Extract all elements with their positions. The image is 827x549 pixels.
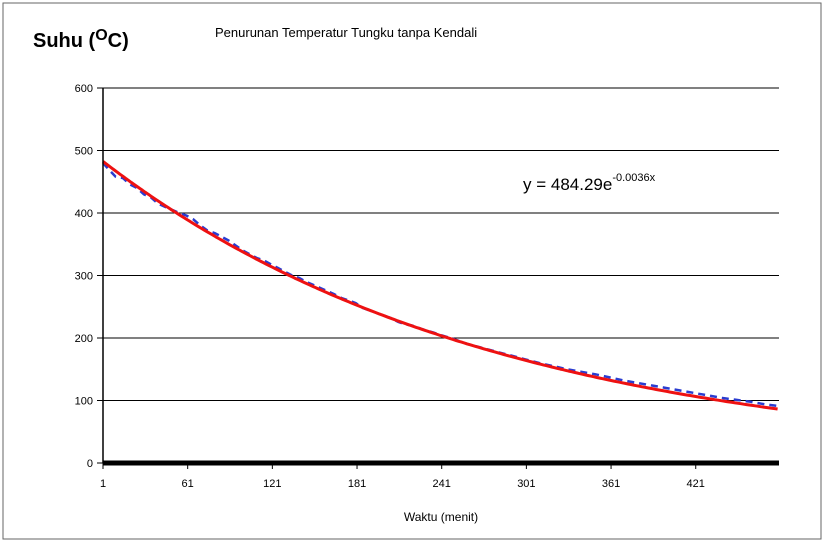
y-axis-title-tail: C) <box>108 30 129 52</box>
series-layer <box>102 160 780 411</box>
chart-frame <box>2 2 822 540</box>
y-tick-label: 100 <box>75 396 93 408</box>
x-tick-label: 241 <box>433 478 451 490</box>
x-tick-label: 361 <box>602 478 620 490</box>
y-tick-label: 0 <box>87 458 93 470</box>
x-tick-label: 181 <box>348 478 366 490</box>
x-tick-label: 301 <box>517 478 535 490</box>
x-tick-label: 121 <box>263 478 281 490</box>
y-tick-label: 400 <box>75 208 93 220</box>
grid-lines <box>103 87 779 401</box>
y-tick-label: 200 <box>75 333 93 345</box>
y-tick-labels: 0 100 200 300 400 500 600 <box>75 83 103 470</box>
chart-title: Penurunan Temperatur Tungku tanpa Kendal… <box>215 25 477 40</box>
trendline-equation-exponent: -0.0036x <box>612 172 655 184</box>
series-measured-line <box>102 162 780 408</box>
trendline-equation-base: y = 484.29e <box>523 175 612 194</box>
x-tick-labels: 1 61 121 181 241 301 361 421 <box>100 463 705 490</box>
x-tick-label: 1 <box>100 478 106 490</box>
x-tick-label: 421 <box>687 478 705 490</box>
trendline-equation: y = 484.29e-0.0036x <box>523 172 656 194</box>
y-tick-label: 300 <box>75 271 93 283</box>
y-tick-label: 500 <box>75 146 93 158</box>
x-axis-title: Waktu (menit) <box>404 510 478 524</box>
x-tick-label: 61 <box>182 478 194 490</box>
y-axis-title-superscript: O <box>95 27 107 44</box>
y-tick-label: 600 <box>75 83 93 95</box>
y-axis-title: Suhu (OC) <box>33 27 129 52</box>
y-axis-title-main: Suhu ( <box>33 30 96 52</box>
series-trend-line <box>102 160 778 411</box>
